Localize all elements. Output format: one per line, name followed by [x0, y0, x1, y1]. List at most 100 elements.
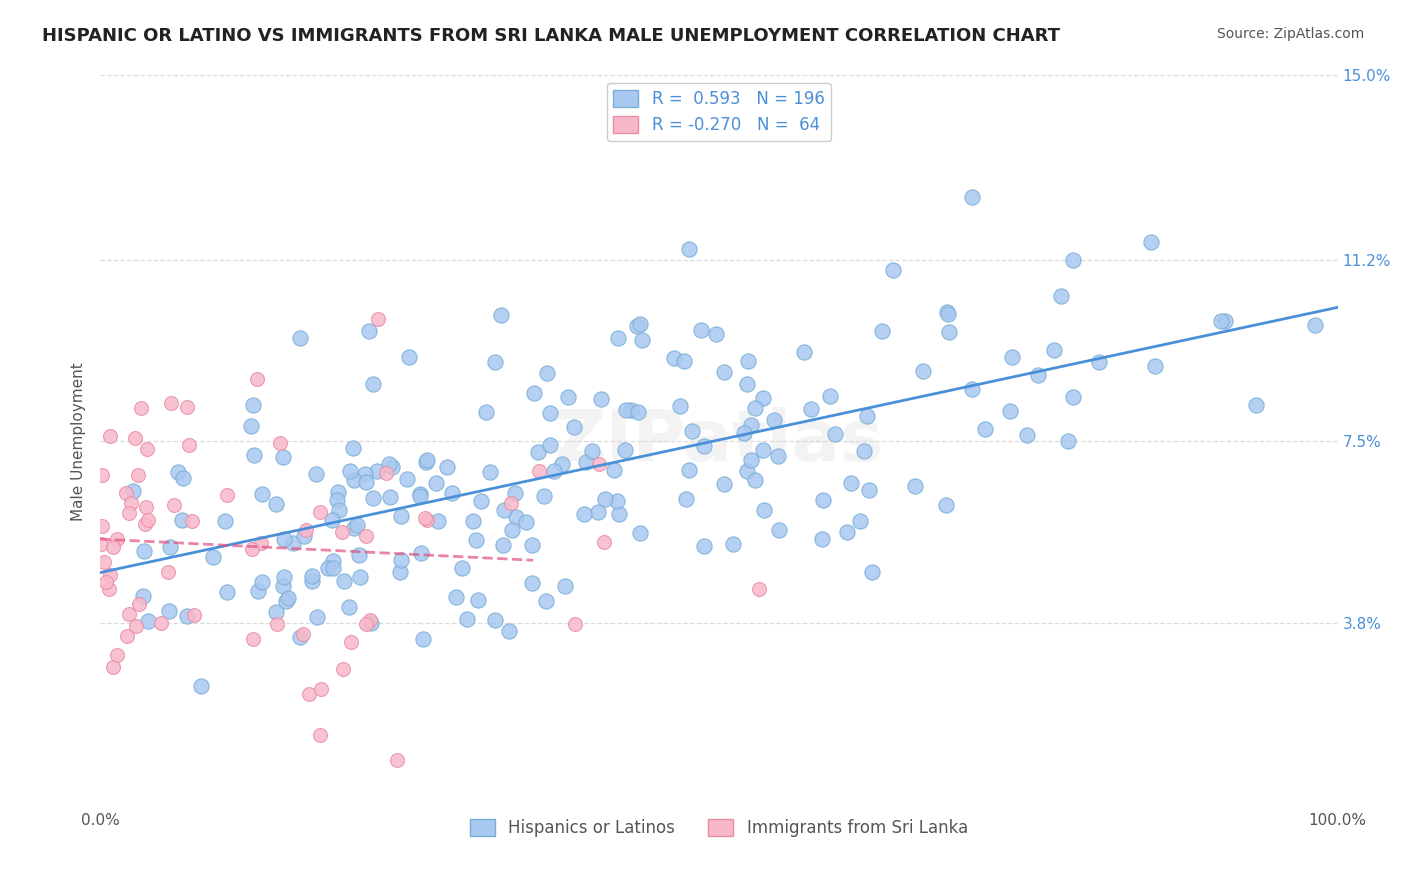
Point — [343, 473, 366, 487]
Point — [962, 190, 984, 204]
Point — [395, 471, 418, 485]
Y-axis label: Male Unemployment: Male Unemployment — [72, 362, 86, 521]
Point — [911, 364, 934, 378]
Point — [252, 487, 274, 501]
Point — [800, 401, 823, 416]
Point — [1244, 398, 1267, 412]
Point — [361, 491, 384, 506]
Point — [159, 540, 181, 554]
Point — [581, 444, 603, 458]
Point — [839, 475, 862, 490]
Point — [136, 442, 159, 457]
Point — [366, 464, 388, 478]
Point — [713, 365, 735, 379]
Point — [627, 404, 650, 418]
Point — [501, 524, 523, 538]
Point — [675, 491, 697, 506]
Point — [415, 455, 437, 469]
Point — [1305, 318, 1327, 332]
Point — [202, 549, 225, 564]
Text: ZIPatlas: ZIPatlas — [554, 407, 884, 476]
Point — [243, 448, 266, 462]
Point — [301, 568, 323, 582]
Point — [436, 459, 458, 474]
Point — [538, 437, 561, 451]
Point — [388, 565, 411, 579]
Point — [572, 507, 595, 521]
Point — [416, 513, 439, 527]
Point — [93, 555, 115, 569]
Point — [740, 417, 762, 432]
Point — [135, 500, 157, 514]
Point — [607, 508, 630, 522]
Point — [1062, 253, 1084, 268]
Point — [322, 554, 344, 568]
Point — [592, 534, 614, 549]
Point — [363, 376, 385, 391]
Point — [882, 263, 904, 277]
Point — [330, 525, 353, 540]
Point — [342, 441, 364, 455]
Point — [242, 398, 264, 412]
Point — [678, 463, 700, 477]
Point — [593, 491, 616, 506]
Point — [811, 492, 834, 507]
Point — [662, 351, 685, 365]
Point — [856, 409, 879, 424]
Point — [124, 431, 146, 445]
Point — [721, 537, 744, 551]
Point — [935, 498, 957, 512]
Point — [752, 503, 775, 517]
Point — [1050, 289, 1073, 303]
Point — [103, 540, 125, 554]
Point — [214, 514, 236, 528]
Point — [515, 515, 537, 529]
Point — [391, 508, 413, 523]
Point — [426, 514, 449, 528]
Point — [339, 464, 361, 478]
Point — [138, 513, 160, 527]
Point — [744, 401, 766, 415]
Point — [446, 590, 468, 604]
Point — [269, 435, 291, 450]
Point — [307, 609, 329, 624]
Point — [693, 539, 716, 553]
Point — [520, 538, 543, 552]
Point — [271, 450, 294, 464]
Point — [360, 615, 382, 630]
Point — [246, 372, 269, 386]
Point — [125, 619, 148, 633]
Point — [96, 574, 118, 589]
Point — [962, 382, 984, 396]
Point — [160, 396, 183, 410]
Point — [240, 541, 263, 556]
Point — [273, 570, 295, 584]
Point — [120, 496, 142, 510]
Point — [398, 350, 420, 364]
Point — [157, 604, 180, 618]
Point — [678, 242, 700, 256]
Point — [938, 307, 960, 321]
Point — [479, 465, 502, 479]
Point — [668, 399, 690, 413]
Point — [367, 312, 389, 326]
Point — [97, 582, 120, 597]
Point — [105, 648, 128, 662]
Point — [353, 467, 375, 481]
Point — [534, 594, 557, 608]
Point — [533, 490, 555, 504]
Point — [1001, 351, 1024, 365]
Point — [349, 570, 371, 584]
Point — [134, 517, 156, 532]
Point — [837, 524, 859, 539]
Point — [564, 616, 586, 631]
Point — [475, 404, 498, 418]
Point — [588, 505, 610, 519]
Point — [304, 467, 326, 481]
Point — [467, 592, 489, 607]
Point — [190, 679, 212, 693]
Point — [620, 403, 643, 417]
Point — [321, 513, 343, 527]
Point — [681, 424, 703, 438]
Point — [631, 333, 654, 347]
